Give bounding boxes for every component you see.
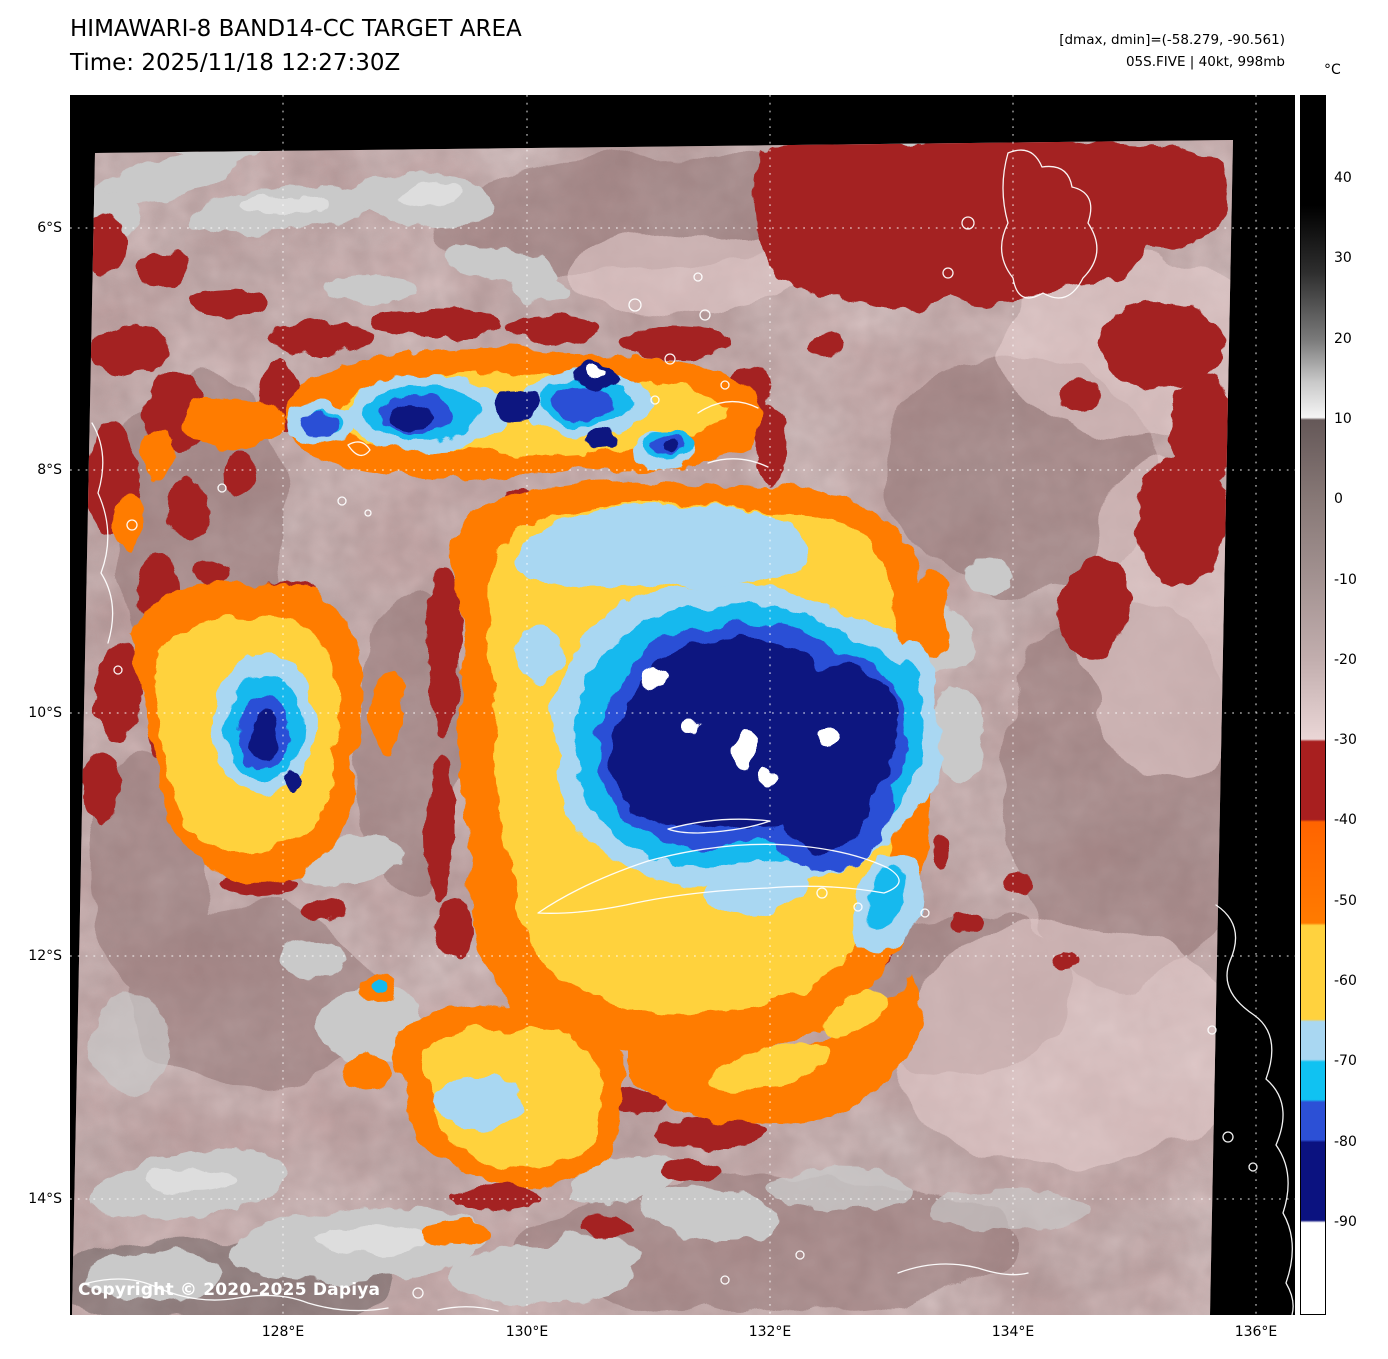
- lat-label: 14°S: [28, 1191, 62, 1207]
- lon-label: 136°E: [1234, 1324, 1278, 1340]
- colorbar-tick: -80: [1334, 1134, 1357, 1150]
- copyright-watermark: Copyright © 2020-2025 Dapiya: [78, 1280, 381, 1300]
- cold-core-navy: [249, 364, 898, 853]
- lon-label: 128°E: [261, 1324, 305, 1340]
- page-title: HIMAWARI-8 BAND14-CC TARGET AREA: [70, 16, 522, 42]
- colorbar-tick: -60: [1334, 973, 1357, 989]
- colorbar-tick: -50: [1334, 893, 1357, 909]
- colorbar-tick: -10: [1334, 572, 1357, 588]
- lat-label: 6°S: [37, 220, 62, 236]
- satellite-image: [70, 95, 1295, 1315]
- colorbar-tick: 10: [1334, 411, 1352, 427]
- colorbar-tick: 0: [1334, 491, 1343, 507]
- coastlines: [87, 149, 1294, 1315]
- colorbar-tick: -40: [1334, 812, 1357, 828]
- lat-label: 12°S: [28, 948, 62, 964]
- satellite-map: Copyright © 2020-2025 Dapiya: [70, 95, 1295, 1315]
- lon-label: 130°E: [505, 1324, 549, 1340]
- timestamp: Time: 2025/11/18 12:27:30Z: [70, 50, 401, 76]
- lon-label: 134°E: [991, 1324, 1035, 1340]
- lon-label: 132°E: [748, 1324, 792, 1340]
- lat-label: 10°S: [28, 705, 62, 721]
- colorbar-unit-label: °C: [1324, 62, 1341, 78]
- colorbar-tick: 20: [1334, 331, 1352, 347]
- colorbar-tick: -90: [1334, 1214, 1357, 1230]
- colorbar-tick: -70: [1334, 1053, 1357, 1069]
- lat-label: 8°S: [37, 462, 62, 478]
- overshooting-tops-white: [590, 368, 839, 789]
- storm-info: 05S.FIVE | 40kt, 998mb: [1125, 54, 1285, 70]
- colorbar-tick: 30: [1334, 250, 1352, 266]
- grid-lines: [70, 95, 1295, 1315]
- temperature-colorbar: [1300, 95, 1326, 1315]
- dmax-dmin-readout: [dmax, dmin]=(-58.279, -90.561): [1059, 32, 1285, 48]
- colorbar-tick: 40: [1334, 170, 1352, 186]
- colorbar-tick: -20: [1334, 652, 1357, 668]
- colorbar-tick: -30: [1334, 732, 1357, 748]
